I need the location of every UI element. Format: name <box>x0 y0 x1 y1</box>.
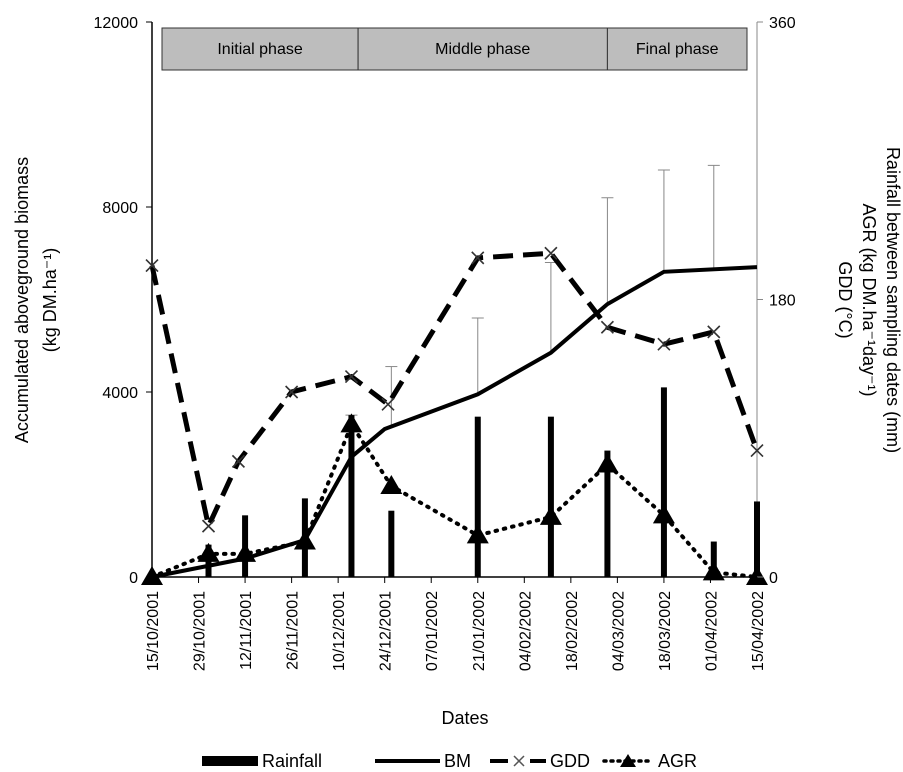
rainfall-bar <box>754 501 760 577</box>
legend: Rainfall BM GDD AGR <box>202 751 697 771</box>
legend-rainfall-swatch <box>202 756 258 766</box>
x-tick-label: 26/11/2001 <box>285 591 302 670</box>
gdd-point <box>600 320 614 334</box>
gdd-point <box>145 259 159 273</box>
x-tick-label: 12/11/2001 <box>238 591 255 670</box>
gdd-point <box>201 519 216 533</box>
phase-middle-phase <box>357 27 608 71</box>
x-tick-label: 29/10/2001 <box>192 591 209 671</box>
series-markers <box>141 246 768 585</box>
left-tick-label: 0 <box>129 570 138 587</box>
phase-label-middle-phase: Middle phase <box>435 41 530 58</box>
right-axis-label-rainfall: Rainfall between sampling dates (mm) <box>883 147 903 453</box>
agr-point <box>702 561 725 581</box>
phase-final-phase <box>606 27 748 71</box>
x-tick-label: 15/04/2002 <box>750 591 767 671</box>
left-axis-label: Accumulated aboveground biomass <box>12 157 32 443</box>
x-axis-ticks: 15/10/2001 29/10/2001 12/11/2001 26/11/2001… <box>145 577 767 671</box>
legend-gdd-marker <box>513 755 525 767</box>
right-tick-label: 360 <box>769 15 796 32</box>
gdd-point <box>471 251 485 265</box>
agr-point <box>380 475 403 495</box>
rainfall-bar <box>660 387 667 577</box>
agr-point <box>466 524 489 544</box>
gdd-point <box>707 325 721 339</box>
gdd-point <box>381 397 395 411</box>
left-axis-ticks: 0 4000 8000 12000 <box>94 15 152 587</box>
legend-agr-marker <box>620 754 636 767</box>
left-tick-label: 8000 <box>102 200 138 217</box>
series-line-gdd <box>149 250 760 534</box>
gdd-point <box>285 385 299 399</box>
phase-initial-phase <box>161 27 359 71</box>
x-tick-label: 04/02/2002 <box>517 591 534 671</box>
x-tick-label: 18/02/2002 <box>564 591 581 671</box>
right-axis-label-gdd: GDD (°C) <box>835 261 855 338</box>
rainfall-bar <box>388 510 395 577</box>
left-tick-label: 12000 <box>94 15 139 32</box>
x-axis-label: Dates <box>441 708 488 728</box>
gdd-point <box>750 444 764 458</box>
agr-point <box>746 566 768 585</box>
left-axis-unit: (kg DM.ha⁻¹) <box>40 248 60 353</box>
x-tick-label: 10/12/2001 <box>331 591 348 671</box>
x-tick-label: 24/12/2001 <box>378 591 395 671</box>
agr-point <box>234 542 257 562</box>
rainfall-bar <box>474 416 481 577</box>
right-axis-label-agr: AGR (kg DM.ha⁻¹day⁻¹) <box>859 203 879 396</box>
right-axis-ticks: 0 180 360 <box>757 15 796 587</box>
rainfall-bars <box>205 387 760 577</box>
phase-bands: Initial phase Middle phase Final phase <box>161 27 748 71</box>
agr-point <box>539 505 562 525</box>
x-tick-label: 18/03/2002 <box>657 591 674 671</box>
x-tick-label: 15/10/2001 <box>145 591 162 671</box>
rainfall-bar <box>604 450 611 577</box>
phase-label-final-phase: Final phase <box>636 41 719 58</box>
legend-rainfall-label: Rainfall <box>262 751 322 771</box>
x-tick-label: 04/03/2002 <box>610 591 627 671</box>
legend-gdd-label: GDD <box>550 751 590 771</box>
gdd-point <box>231 454 245 468</box>
legend-agr-label: AGR <box>658 751 697 771</box>
left-tick-label: 4000 <box>102 385 138 402</box>
agr-point <box>197 542 220 562</box>
gdd-point <box>544 246 558 260</box>
agr-point <box>652 504 675 524</box>
gdd-point <box>344 370 359 384</box>
gdd-point <box>657 337 671 351</box>
agr-point <box>293 530 316 550</box>
agr-point <box>340 413 363 433</box>
right-tick-label: 180 <box>769 293 796 310</box>
x-tick-label: 07/01/2002 <box>424 591 441 671</box>
right-tick-label: 0 <box>769 570 778 587</box>
legend-bm-label: BM <box>444 751 471 771</box>
rainfall-bar <box>547 416 554 577</box>
rainfall-bar <box>710 541 717 577</box>
x-tick-label: 21/01/2002 <box>471 591 488 671</box>
agr-point <box>141 566 163 585</box>
agr-point <box>596 453 619 473</box>
x-tick-label: 01/04/2002 <box>703 591 720 671</box>
phase-label-initial-phase: Initial phase <box>217 41 302 58</box>
rainfall-bar <box>348 415 355 577</box>
